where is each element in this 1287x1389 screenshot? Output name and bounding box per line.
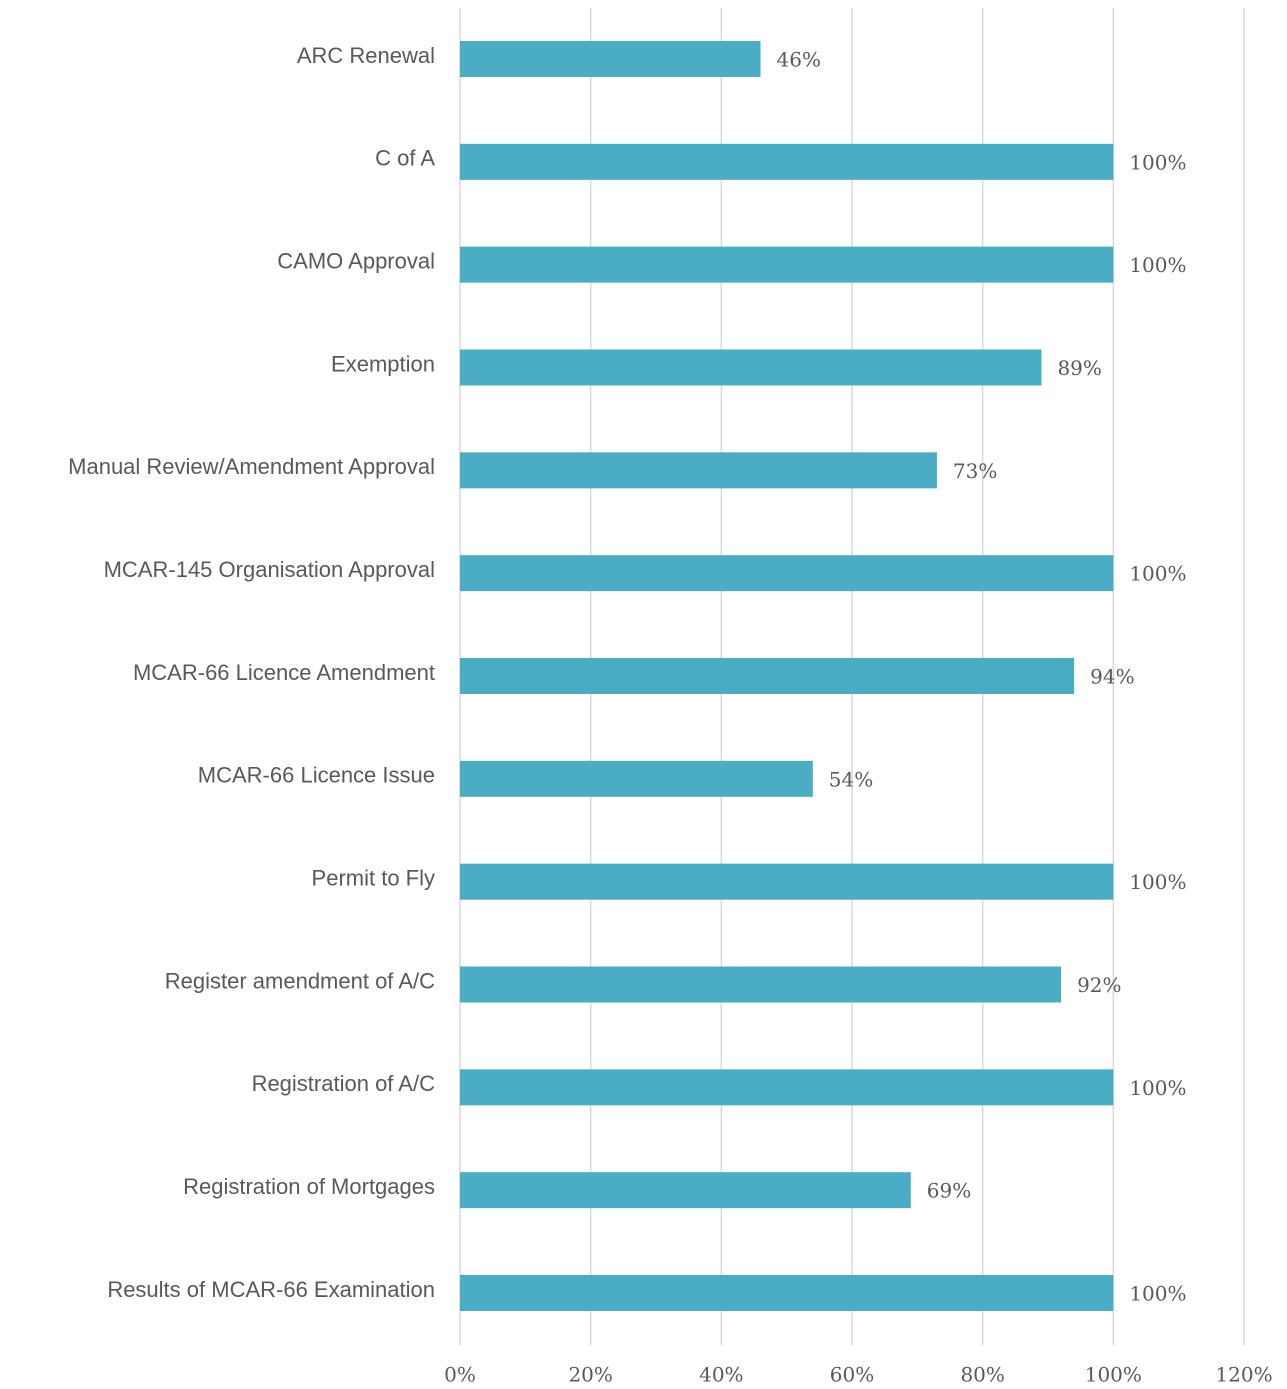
value-label: 46% — [777, 48, 821, 72]
bar — [460, 966, 1062, 1003]
bar — [460, 452, 937, 489]
y-tick-label: Registration of A/C — [252, 1071, 436, 1096]
x-tick-label: 100% — [1085, 1363, 1142, 1387]
value-label: 100% — [1129, 1076, 1186, 1100]
bar — [460, 1172, 911, 1209]
y-tick-label: C of A — [375, 146, 435, 171]
bar — [460, 246, 1114, 283]
y-tick-label: Permit to Fly — [312, 865, 435, 890]
x-tick-label: 80% — [960, 1363, 1004, 1387]
value-label: 69% — [927, 1179, 971, 1203]
x-tick-label: 0% — [444, 1363, 476, 1387]
value-label: 100% — [1129, 253, 1186, 277]
bar — [460, 658, 1075, 694]
value-label: 92% — [1077, 973, 1121, 997]
bar — [460, 41, 761, 77]
y-tick-label: Results of MCAR-66 Examination — [107, 1277, 435, 1302]
value-label: 100% — [1129, 870, 1186, 894]
x-tick-label: 40% — [699, 1363, 743, 1387]
value-label: 100% — [1129, 150, 1186, 174]
value-label: 94% — [1090, 665, 1134, 689]
bar — [460, 760, 813, 797]
y-tick-label: MCAR-66 Licence Amendment — [133, 660, 435, 685]
value-label: 89% — [1057, 356, 1101, 380]
bar — [460, 143, 1114, 180]
value-label: 100% — [1129, 562, 1186, 586]
y-tick-label: ARC Renewal — [297, 43, 435, 68]
y-tick-label: MCAR-145 Organisation Approval — [104, 557, 435, 582]
x-tick-label: 20% — [568, 1363, 612, 1387]
value-label: 54% — [829, 767, 873, 791]
y-tick-label: Registration of Mortgages — [183, 1174, 435, 1199]
value-label: 73% — [953, 459, 997, 483]
y-tick-label: CAMO Approval — [277, 248, 435, 273]
bar — [460, 555, 1114, 592]
x-tick-label: 120% — [1215, 1363, 1272, 1387]
bar — [460, 1275, 1114, 1311]
bar — [460, 1069, 1114, 1106]
bar — [460, 349, 1042, 386]
x-tick-label: 60% — [830, 1363, 874, 1387]
y-tick-label: Exemption — [331, 351, 435, 376]
value-label: 100% — [1129, 1282, 1186, 1306]
y-tick-label: Manual Review/Amendment Approval — [68, 454, 435, 479]
y-tick-label: MCAR-66 Licence Issue — [198, 763, 435, 788]
y-tick-label: Register amendment of A/C — [165, 968, 435, 993]
bar — [460, 863, 1114, 900]
